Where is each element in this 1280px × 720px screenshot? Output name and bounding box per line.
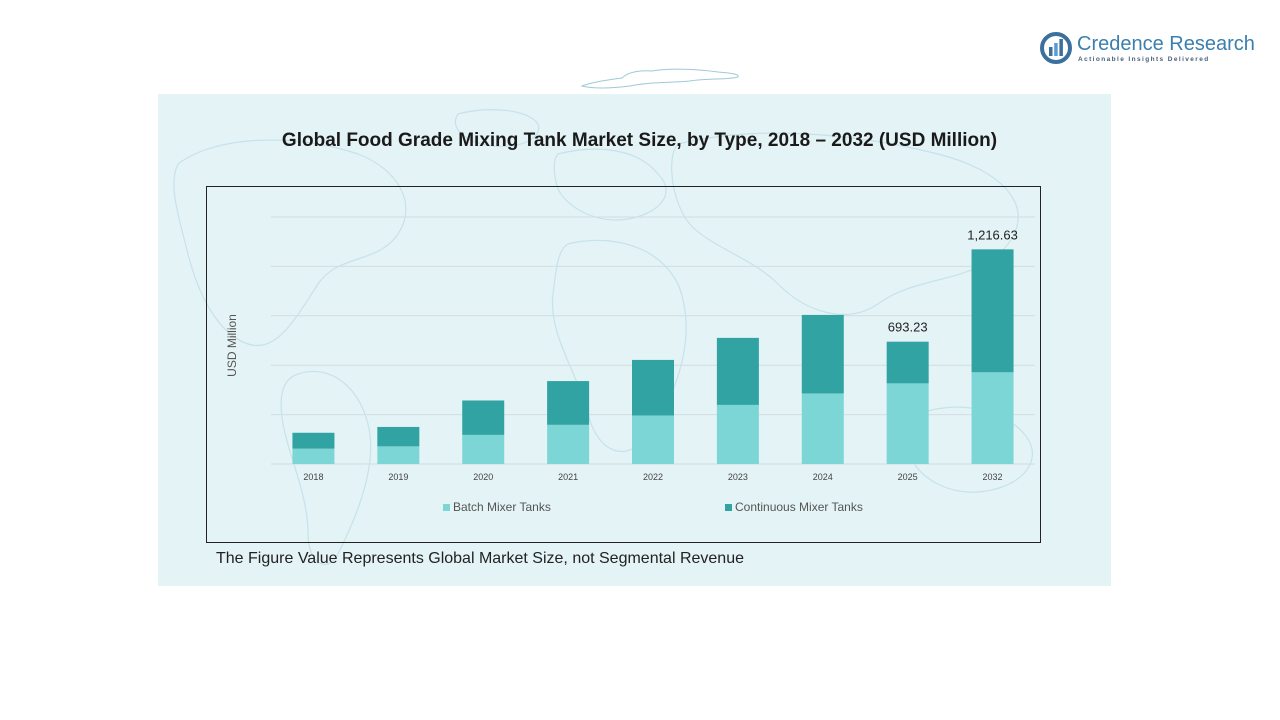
x-tick-label: 2024 (813, 472, 833, 482)
x-tick-label: 2025 (898, 472, 918, 482)
bar-batch-mixer-tanks (971, 372, 1014, 464)
x-tick-label: 2021 (558, 472, 578, 482)
legend-label: Batch Mixer Tanks (453, 500, 551, 514)
stacked-bar-chart: USD Million 2018 2019 2020 2021 2022 2023 2024 2… (225, 216, 1035, 514)
x-tick-label: 2019 (388, 472, 408, 482)
brand-name: Credence Research (1077, 33, 1255, 55)
bar-continuous-mixer-tanks (632, 359, 674, 416)
bar-continuous-mixer-tanks (801, 314, 844, 394)
chart-panel: Global Food Grade Mixing Tank Market Siz… (158, 94, 1111, 586)
x-tick-label: 2022 (643, 472, 663, 482)
brand-tagline: Actionable Insights Delivered (1078, 56, 1210, 63)
x-tick-label: 2032 (983, 472, 1003, 482)
bar-batch-mixer-tanks (801, 393, 844, 464)
legend-label: Continuous Mixer Tanks (735, 500, 863, 514)
bar-continuous-mixer-tanks (886, 341, 929, 384)
bar-continuous-mixer-tanks (292, 432, 335, 449)
bar-batch-mixer-tanks (292, 448, 335, 464)
chart-footnote: The Figure Value Represents Global Marke… (216, 550, 744, 567)
legend-swatch (443, 504, 450, 511)
bar-batch-mixer-tanks (462, 434, 505, 464)
legend-swatch (725, 504, 732, 511)
data-label: 1,216.63 (967, 227, 1018, 242)
bar-continuous-mixer-tanks (377, 426, 420, 447)
bar-batch-mixer-tanks (632, 415, 674, 464)
bar-continuous-mixer-tanks (547, 381, 590, 425)
bar-continuous-mixer-tanks (716, 337, 759, 405)
bar-continuous-mixer-tanks (971, 249, 1014, 373)
bar-batch-mixer-tanks (716, 404, 759, 464)
logo-mark-icon (1040, 32, 1072, 64)
bar-continuous-mixer-tanks (462, 400, 505, 435)
brand-logo: Credence Research Actionable Insights De… (1040, 30, 1260, 70)
y-axis-label: USD Million (225, 314, 239, 377)
cloud-decoration (580, 68, 739, 89)
bar-batch-mixer-tanks (886, 383, 929, 464)
x-tick-label: 2020 (473, 472, 493, 482)
chart-frame: USD Million 2018 2019 2020 2021 2022 2023 2024 2… (206, 186, 1041, 543)
bar-batch-mixer-tanks (547, 424, 590, 464)
x-tick-label: 2018 (303, 472, 323, 482)
bar-batch-mixer-tanks (377, 446, 420, 464)
data-label: 693.23 (888, 320, 928, 335)
x-tick-label: 2023 (728, 472, 748, 482)
chart-title: Global Food Grade Mixing Tank Market Siz… (281, 130, 998, 151)
